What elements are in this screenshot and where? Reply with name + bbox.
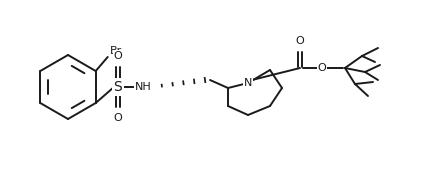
Text: O: O [296, 36, 304, 46]
Text: O: O [114, 113, 123, 123]
Text: NH: NH [135, 82, 151, 92]
Text: N: N [244, 78, 252, 88]
Text: O: O [318, 63, 326, 73]
Text: O: O [114, 51, 123, 61]
Text: S: S [114, 80, 123, 94]
Text: Br: Br [110, 46, 122, 56]
